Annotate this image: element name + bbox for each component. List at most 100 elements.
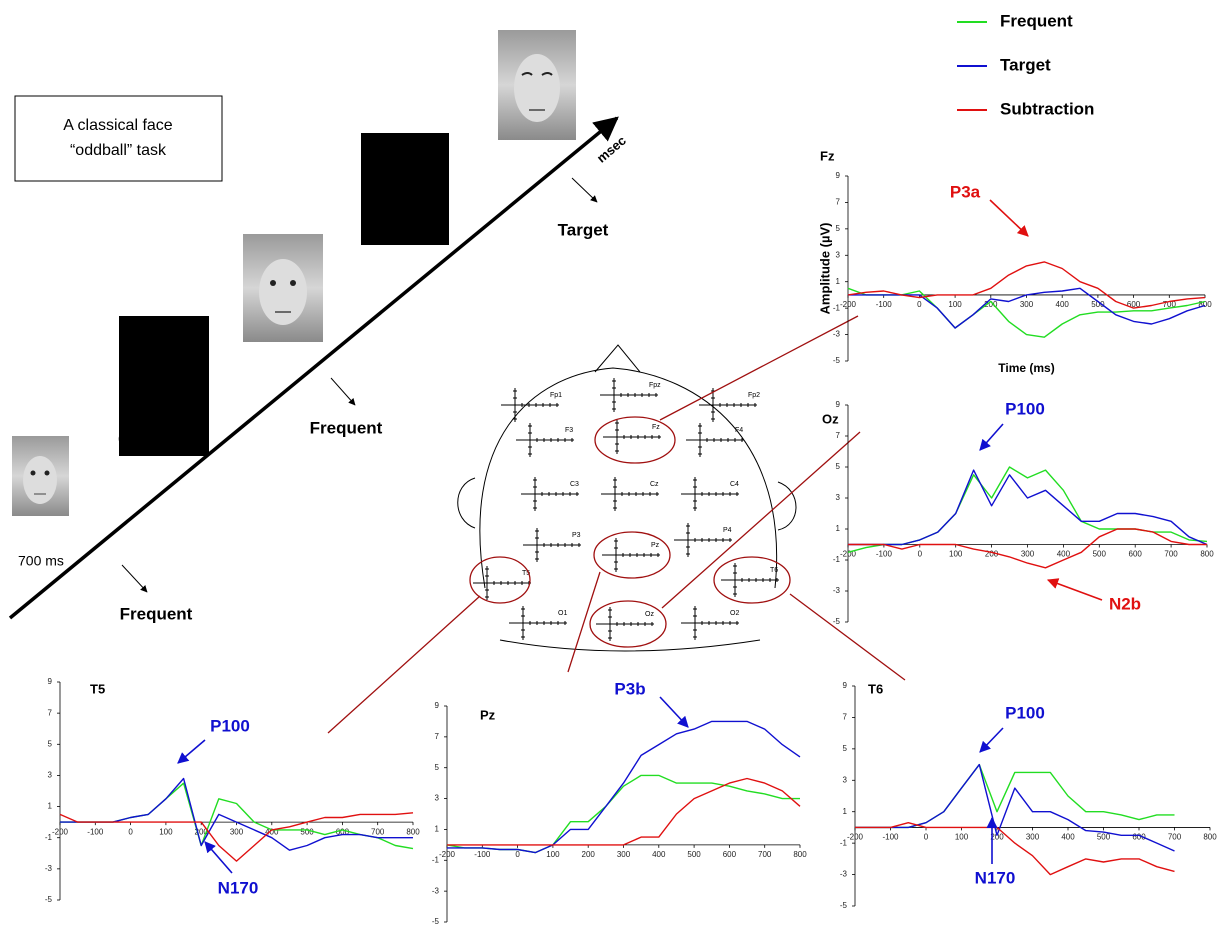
x-tick-label: 800 [406,827,420,836]
face [243,234,323,342]
y-tick-label: -3 [840,870,848,879]
x-tick-label: 400 [1056,300,1070,309]
annotation: P100 [210,716,250,735]
y-tick-label: 7 [435,732,440,741]
erp-line [855,763,1175,829]
erp-line [847,287,1206,338]
y-tick-label: 9 [843,681,848,690]
y-tick-label: 5 [836,224,841,233]
electrode-label: C4 [730,481,739,488]
x-tick-label: 100 [949,550,963,559]
highlight [327,315,906,734]
y-tick-label: 5 [48,739,53,748]
y-tick-label: -1 [833,555,841,564]
y-tick-label: 9 [836,171,841,180]
erp-line [848,469,1208,546]
task-box [14,95,223,182]
annotation: N170 [975,868,1016,887]
y-tick-label: -1 [432,855,440,864]
stimulus-label: Frequent [310,418,383,437]
y-tick-label: -1 [840,838,848,847]
x-tick-label: 600 [723,850,737,859]
x-tick-label: 300 [1026,833,1040,842]
erp-line [855,822,1175,876]
electrode-label: F4 [735,427,743,434]
x-tick-label: 0 [128,827,133,836]
x-tick-label: 700 [1163,300,1177,309]
y-tick-label: -3 [45,864,53,873]
x-tick-label: -200 [439,850,456,859]
y-tick-label: -1 [833,303,841,312]
x-tick-label: 500 [1093,550,1107,559]
erp-line [848,528,1207,569]
time-axis [8,116,619,620]
x-tick-label: 200 [990,833,1004,842]
time-axis-label: msec [594,133,629,166]
duration-label: 700 ms [18,553,64,569]
duration-label: 600–1,200 ms [118,431,207,447]
y-tick-label: 5 [435,763,440,772]
chart-title: T6 [868,681,883,696]
x-tick-label: 700 [1168,833,1182,842]
erp-line [59,812,414,862]
chart-title: Fz [820,148,835,163]
x-axis-label: Time (ms) [998,361,1054,375]
x-tick-label: -100 [474,850,491,859]
x-tick-label: -100 [87,827,104,836]
electrode-label: C3 [570,481,579,488]
stimulus-label: Target [558,220,609,239]
x-tick-label: 500 [687,850,701,859]
y-tick-label: 7 [836,198,841,207]
x-tick-label: -200 [847,833,864,842]
y-tick-label: 9 [48,677,53,686]
erp-line [447,777,801,846]
electrode-label: P3 [572,532,581,539]
x-tick-label: 800 [1198,300,1212,309]
y-tick-label: -1 [45,833,53,842]
x-tick-label: 200 [582,850,596,859]
y-tick-label: 3 [48,771,53,780]
x-tick-label: 300 [617,850,631,859]
x-tick-label: -100 [882,833,899,842]
y-tick-label: 5 [836,462,841,471]
y-tick-label: -5 [833,617,841,626]
x-tick-label: 100 [948,300,962,309]
y-tick-label: 1 [836,524,841,533]
x-tick-label: 700 [371,827,385,836]
y-tick-label: 5 [843,744,848,753]
y-tick-label: -5 [432,917,440,926]
x-tick-label: 700 [758,850,772,859]
x-tick-label: -200 [840,550,857,559]
x-tick-label: 800 [793,850,807,859]
x-tick-label: 800 [1200,550,1214,559]
y-tick-label: 1 [843,807,848,816]
y-tick-label: 3 [843,775,848,784]
annotation: P3b [614,679,645,698]
electrode-label: Pz [651,542,660,549]
erp-line [447,720,801,854]
legend-label: Target [1000,55,1051,74]
x-tick-label: -200 [52,827,69,836]
electrode-label: T6 [770,567,778,574]
arrow [121,564,148,593]
x-tick-label: 400 [652,850,666,859]
electrode-label: Oz [645,611,654,618]
head-outline [457,344,797,652]
y-axis-label: Amplitude (µV) [817,223,832,315]
x-tick-label: 400 [265,827,279,836]
y-tick-label: 9 [836,400,841,409]
x-tick-label: 300 [230,827,244,836]
face [12,436,69,516]
electrode-label: O2 [730,610,739,617]
y-tick-label: -5 [833,356,841,365]
erp-line [60,782,414,850]
face [498,30,576,140]
x-tick-label: 0 [924,833,929,842]
x-tick-label: 700 [1164,550,1178,559]
x-tick-label: 600 [1129,550,1143,559]
x-tick-label: 800 [1203,833,1217,842]
annotation: N170 [218,878,259,897]
erp-line [847,261,1206,309]
y-tick-label: -3 [833,330,841,339]
